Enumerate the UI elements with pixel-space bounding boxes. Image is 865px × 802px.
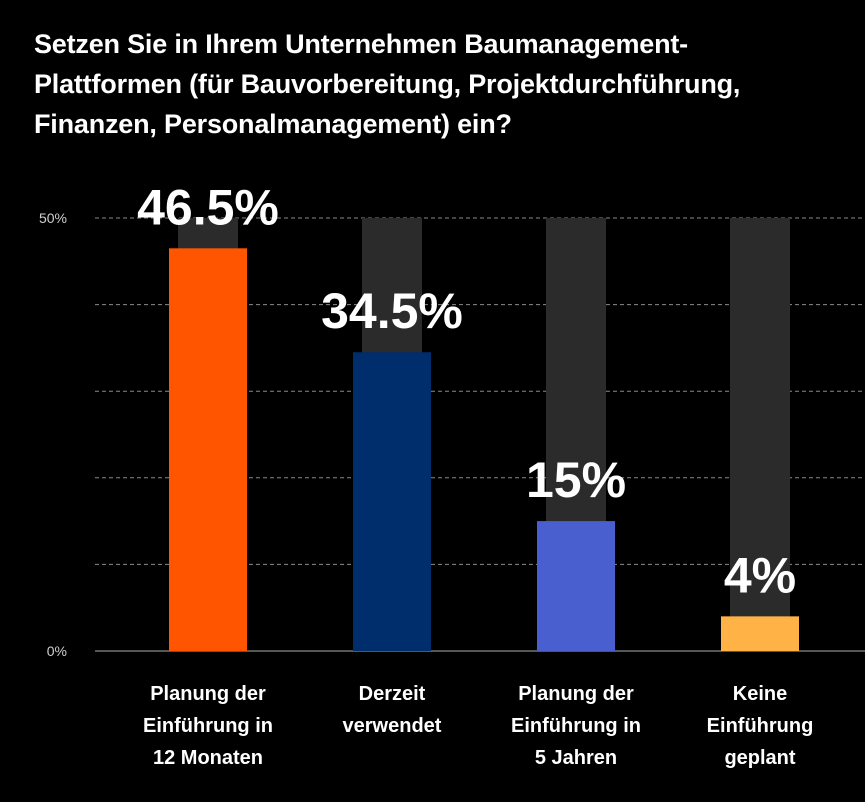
- data-label: 34.5%: [321, 283, 463, 339]
- bar-3: [537, 521, 615, 651]
- category-label-line: Derzeit: [359, 683, 426, 705]
- data-label: 4%: [724, 547, 796, 603]
- bar-2: [353, 352, 431, 651]
- y-tick-label: 0%: [47, 643, 67, 659]
- category-label-line: Keine: [733, 683, 787, 705]
- category-label-line: Planung der: [518, 683, 634, 705]
- bar-track: [730, 218, 790, 651]
- category-label: Planung der Einführung in 12 Monaten: [143, 683, 273, 769]
- category-label: Keine Einführung geplant: [707, 683, 814, 769]
- category-label-line: Einführung: [707, 715, 814, 737]
- category-label-line: Einführung in: [511, 715, 641, 737]
- category-label-line: 5 Jahren: [535, 747, 617, 769]
- bar-4: [721, 616, 799, 651]
- data-label: 15%: [526, 452, 626, 508]
- chart-title: Setzen Sie in Ihrem Unternehmen Baumanag…: [34, 29, 741, 139]
- category-label-line: geplant: [724, 747, 795, 769]
- category-label-line: Einführung in: [143, 715, 273, 737]
- category-label: Planung der Einführung in 5 Jahren: [511, 683, 641, 769]
- y-tick-label: 50%: [39, 210, 67, 226]
- category-label: Derzeit verwendet: [343, 683, 442, 737]
- data-label: 46.5%: [137, 179, 279, 235]
- category-label-line: verwendet: [343, 715, 442, 737]
- category-label-line: Planung der: [150, 683, 266, 705]
- bar-1: [169, 248, 247, 651]
- category-label-line: 12 Monaten: [153, 747, 263, 769]
